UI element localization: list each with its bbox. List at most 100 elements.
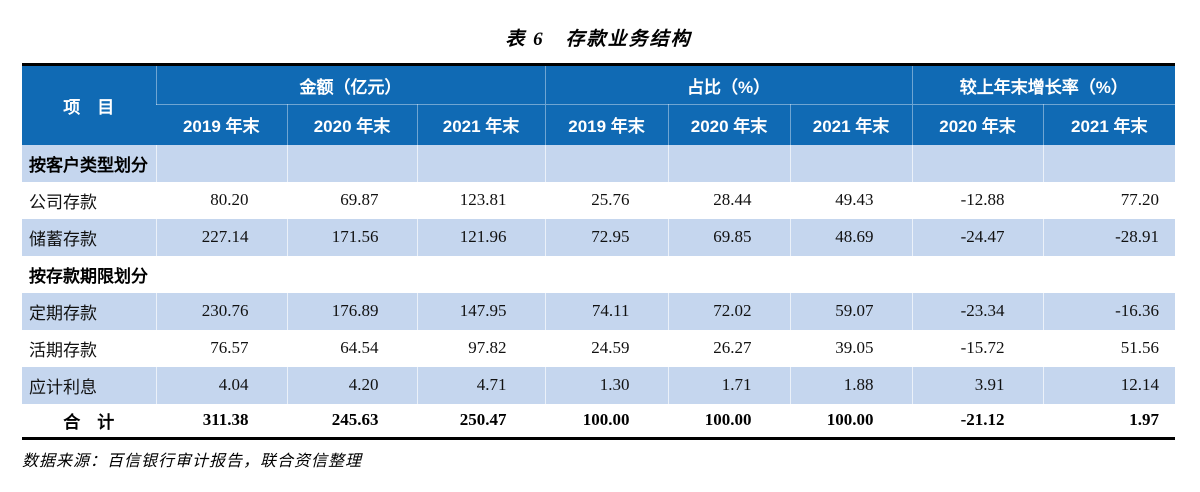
empty-cell <box>789 144 913 182</box>
cell: 250.47 <box>416 403 546 439</box>
cell: 48.69 <box>789 218 913 256</box>
empty-cell <box>544 144 669 182</box>
cell: 123.81 <box>416 181 546 219</box>
empty-cell <box>1042 144 1176 182</box>
row-label: 活期存款 <box>22 329 156 367</box>
deposit-structure-table: 项 目 金额（亿元） 占比（%） 较上年末增长率（%） 2019 年末 2020… <box>22 63 1176 440</box>
cell: -21.12 <box>911 403 1044 439</box>
col-group-share: 占比（%） <box>544 64 913 105</box>
cell: 1.71 <box>667 366 791 404</box>
cell: 28.44 <box>667 181 791 219</box>
cell: 72.02 <box>667 292 791 330</box>
cell: 3.91 <box>911 366 1044 404</box>
empty-cell <box>416 255 546 293</box>
table-row-savings-deposits: 储蓄存款 227.14 171.56 121.96 72.95 69.85 48… <box>22 218 1176 256</box>
cell: -12.88 <box>911 181 1044 219</box>
section-label: 按存款期限划分 <box>22 255 156 293</box>
cell: 24.59 <box>544 329 669 367</box>
cell: 76.57 <box>155 329 287 367</box>
empty-cell <box>911 144 1044 182</box>
cell: -23.34 <box>911 292 1044 330</box>
table-body: 按客户类型划分 公司存款 80.20 69.87 123.81 25.76 28… <box>22 144 1176 439</box>
col-share-2019: 2019 年末 <box>544 104 669 145</box>
section-label: 按客户类型划分 <box>22 144 156 182</box>
cell: 59.07 <box>789 292 913 330</box>
empty-cell <box>911 255 1044 293</box>
col-growth-2020: 2020 年末 <box>911 104 1044 145</box>
cell: -15.72 <box>911 329 1044 367</box>
table-row-total: 合 计 311.38 245.63 250.47 100.00 100.00 1… <box>22 403 1176 439</box>
cell: 176.89 <box>286 292 417 330</box>
row-label: 应计利息 <box>22 366 156 404</box>
cell: 64.54 <box>286 329 417 367</box>
cell: 49.43 <box>789 181 913 219</box>
empty-cell <box>286 144 417 182</box>
cell: 74.11 <box>544 292 669 330</box>
cell: 100.00 <box>667 403 791 439</box>
cell: 121.96 <box>416 218 546 256</box>
empty-cell <box>667 144 791 182</box>
cell: 39.05 <box>789 329 913 367</box>
col-share-2020: 2020 年末 <box>667 104 791 145</box>
cell: 147.95 <box>416 292 546 330</box>
cell: 72.95 <box>544 218 669 256</box>
cell: 171.56 <box>286 218 417 256</box>
col-amount-2021: 2021 年末 <box>416 104 546 145</box>
table-title: 表 6 存款业务结构 <box>505 29 692 50</box>
row-label: 储蓄存款 <box>22 218 156 256</box>
empty-cell <box>544 255 669 293</box>
empty-cell <box>286 255 417 293</box>
cell: -16.36 <box>1042 292 1176 330</box>
cell: 1.30 <box>544 366 669 404</box>
header-group-row: 项 目 金额（亿元） 占比（%） 较上年末增长率（%） <box>22 64 1176 145</box>
cell: 77.20 <box>1042 181 1176 219</box>
total-label: 合 计 <box>22 403 156 439</box>
cell: 230.76 <box>155 292 287 330</box>
cell: -28.91 <box>1042 218 1176 256</box>
cell: 51.56 <box>1042 329 1176 367</box>
cell: 100.00 <box>789 403 913 439</box>
cell: 12.14 <box>1042 366 1176 404</box>
cell: -24.47 <box>911 218 1044 256</box>
cell: 69.85 <box>667 218 791 256</box>
table-row-corporate-deposits: 公司存款 80.20 69.87 123.81 25.76 28.44 49.4… <box>22 181 1176 219</box>
col-amount-2019: 2019 年末 <box>156 104 287 145</box>
col-header-item: 项 目 <box>22 64 156 145</box>
cell: 245.63 <box>286 403 417 439</box>
row-label: 定期存款 <box>22 292 156 330</box>
col-growth-2021: 2021 年末 <box>1042 104 1176 145</box>
section-row-deposit-term: 按存款期限划分 <box>22 255 1176 293</box>
cell: 4.20 <box>286 366 417 404</box>
table-row-accrued-interest: 应计利息 4.04 4.20 4.71 1.30 1.71 1.88 3.91 … <box>22 366 1176 404</box>
table-header: 项 目 金额（亿元） 占比（%） 较上年末增长率（%） 2019 年末 2020… <box>22 64 1176 145</box>
header-year-row: 2019 年末 2020 年末 2021 年末 2019 年末 2020 年末 … <box>22 104 1176 145</box>
empty-cell <box>1042 255 1176 293</box>
table-row-time-deposits: 定期存款 230.76 176.89 147.95 74.11 72.02 59… <box>22 292 1176 330</box>
empty-cell <box>667 255 791 293</box>
cell: 311.38 <box>155 403 287 439</box>
cell: 4.04 <box>155 366 287 404</box>
cell: 227.14 <box>155 218 287 256</box>
col-group-growth: 较上年末增长率（%） <box>911 64 1176 105</box>
col-amount-2020: 2020 年末 <box>286 104 417 145</box>
cell: 25.76 <box>544 181 669 219</box>
empty-cell <box>155 144 287 182</box>
empty-cell <box>416 144 546 182</box>
col-group-amount: 金额（亿元） <box>155 64 546 105</box>
row-label: 公司存款 <box>22 181 156 219</box>
cell: 100.00 <box>544 403 669 439</box>
empty-cell <box>789 255 913 293</box>
cell: 26.27 <box>667 329 791 367</box>
cell: 97.82 <box>416 329 546 367</box>
section-row-customer-type: 按客户类型划分 <box>22 144 1176 182</box>
cell: 1.88 <box>789 366 913 404</box>
empty-cell <box>155 255 287 293</box>
data-source-note: 数据来源：百信银行审计报告，联合资信整理 <box>22 453 363 470</box>
cell: 4.71 <box>416 366 546 404</box>
col-share-2021: 2021 年末 <box>789 104 913 145</box>
table-row-demand-deposits: 活期存款 76.57 64.54 97.82 24.59 26.27 39.05… <box>22 329 1176 367</box>
cell: 69.87 <box>286 181 417 219</box>
cell: 80.20 <box>155 181 287 219</box>
cell: 1.97 <box>1042 403 1176 439</box>
